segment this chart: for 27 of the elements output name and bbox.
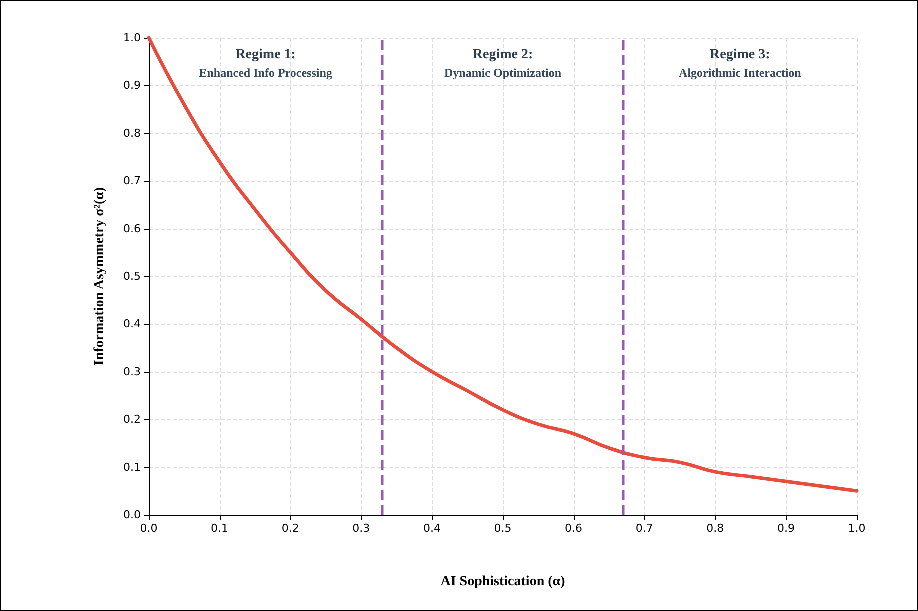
annotation: Regime 3: Algorithmic Interaction bbox=[679, 48, 802, 80]
y-tick-label: 0.5 bbox=[124, 270, 141, 283]
y-tick-label: 0.4 bbox=[124, 318, 141, 331]
x-tick-label: 0.0 bbox=[140, 522, 158, 535]
annotation: Regime 1: Enhanced Info Processing bbox=[199, 48, 332, 80]
y-tick-label: 0.7 bbox=[124, 174, 141, 188]
x-tick-label: 1.0 bbox=[848, 522, 866, 535]
x-tick-label: 0.6 bbox=[565, 522, 583, 535]
x-tick-label: 0.3 bbox=[352, 522, 370, 535]
x-tick-label: 0.8 bbox=[706, 522, 724, 535]
annotation: Regime 2: Dynamic Optimization bbox=[444, 48, 562, 80]
x-tick-label: 0.9 bbox=[777, 522, 795, 535]
y-tick-label: 0.1 bbox=[124, 460, 141, 474]
y-tick-label: 0.3 bbox=[124, 365, 141, 378]
y-tick-label: 0.9 bbox=[124, 79, 141, 92]
y-tick-label: 1.0 bbox=[124, 32, 141, 44]
x-tick-label: 0.5 bbox=[494, 522, 512, 535]
x-axis-title: AI Sophistication (α) bbox=[440, 574, 566, 590]
x-tick-label: 0.4 bbox=[423, 522, 441, 535]
x-tick-label: 0.1 bbox=[211, 522, 229, 535]
y-tick-label: 0.8 bbox=[124, 126, 141, 140]
x-tick-label: 0.2 bbox=[282, 522, 300, 535]
y-tick-label: 0.6 bbox=[124, 222, 141, 236]
y-tick-label: 0.2 bbox=[124, 413, 141, 426]
x-tick-label: 0.7 bbox=[636, 522, 654, 535]
y-axis-title: Information Asymmetry σ²(α) bbox=[92, 187, 108, 366]
y-tick-label: 0.0 bbox=[124, 508, 141, 522]
